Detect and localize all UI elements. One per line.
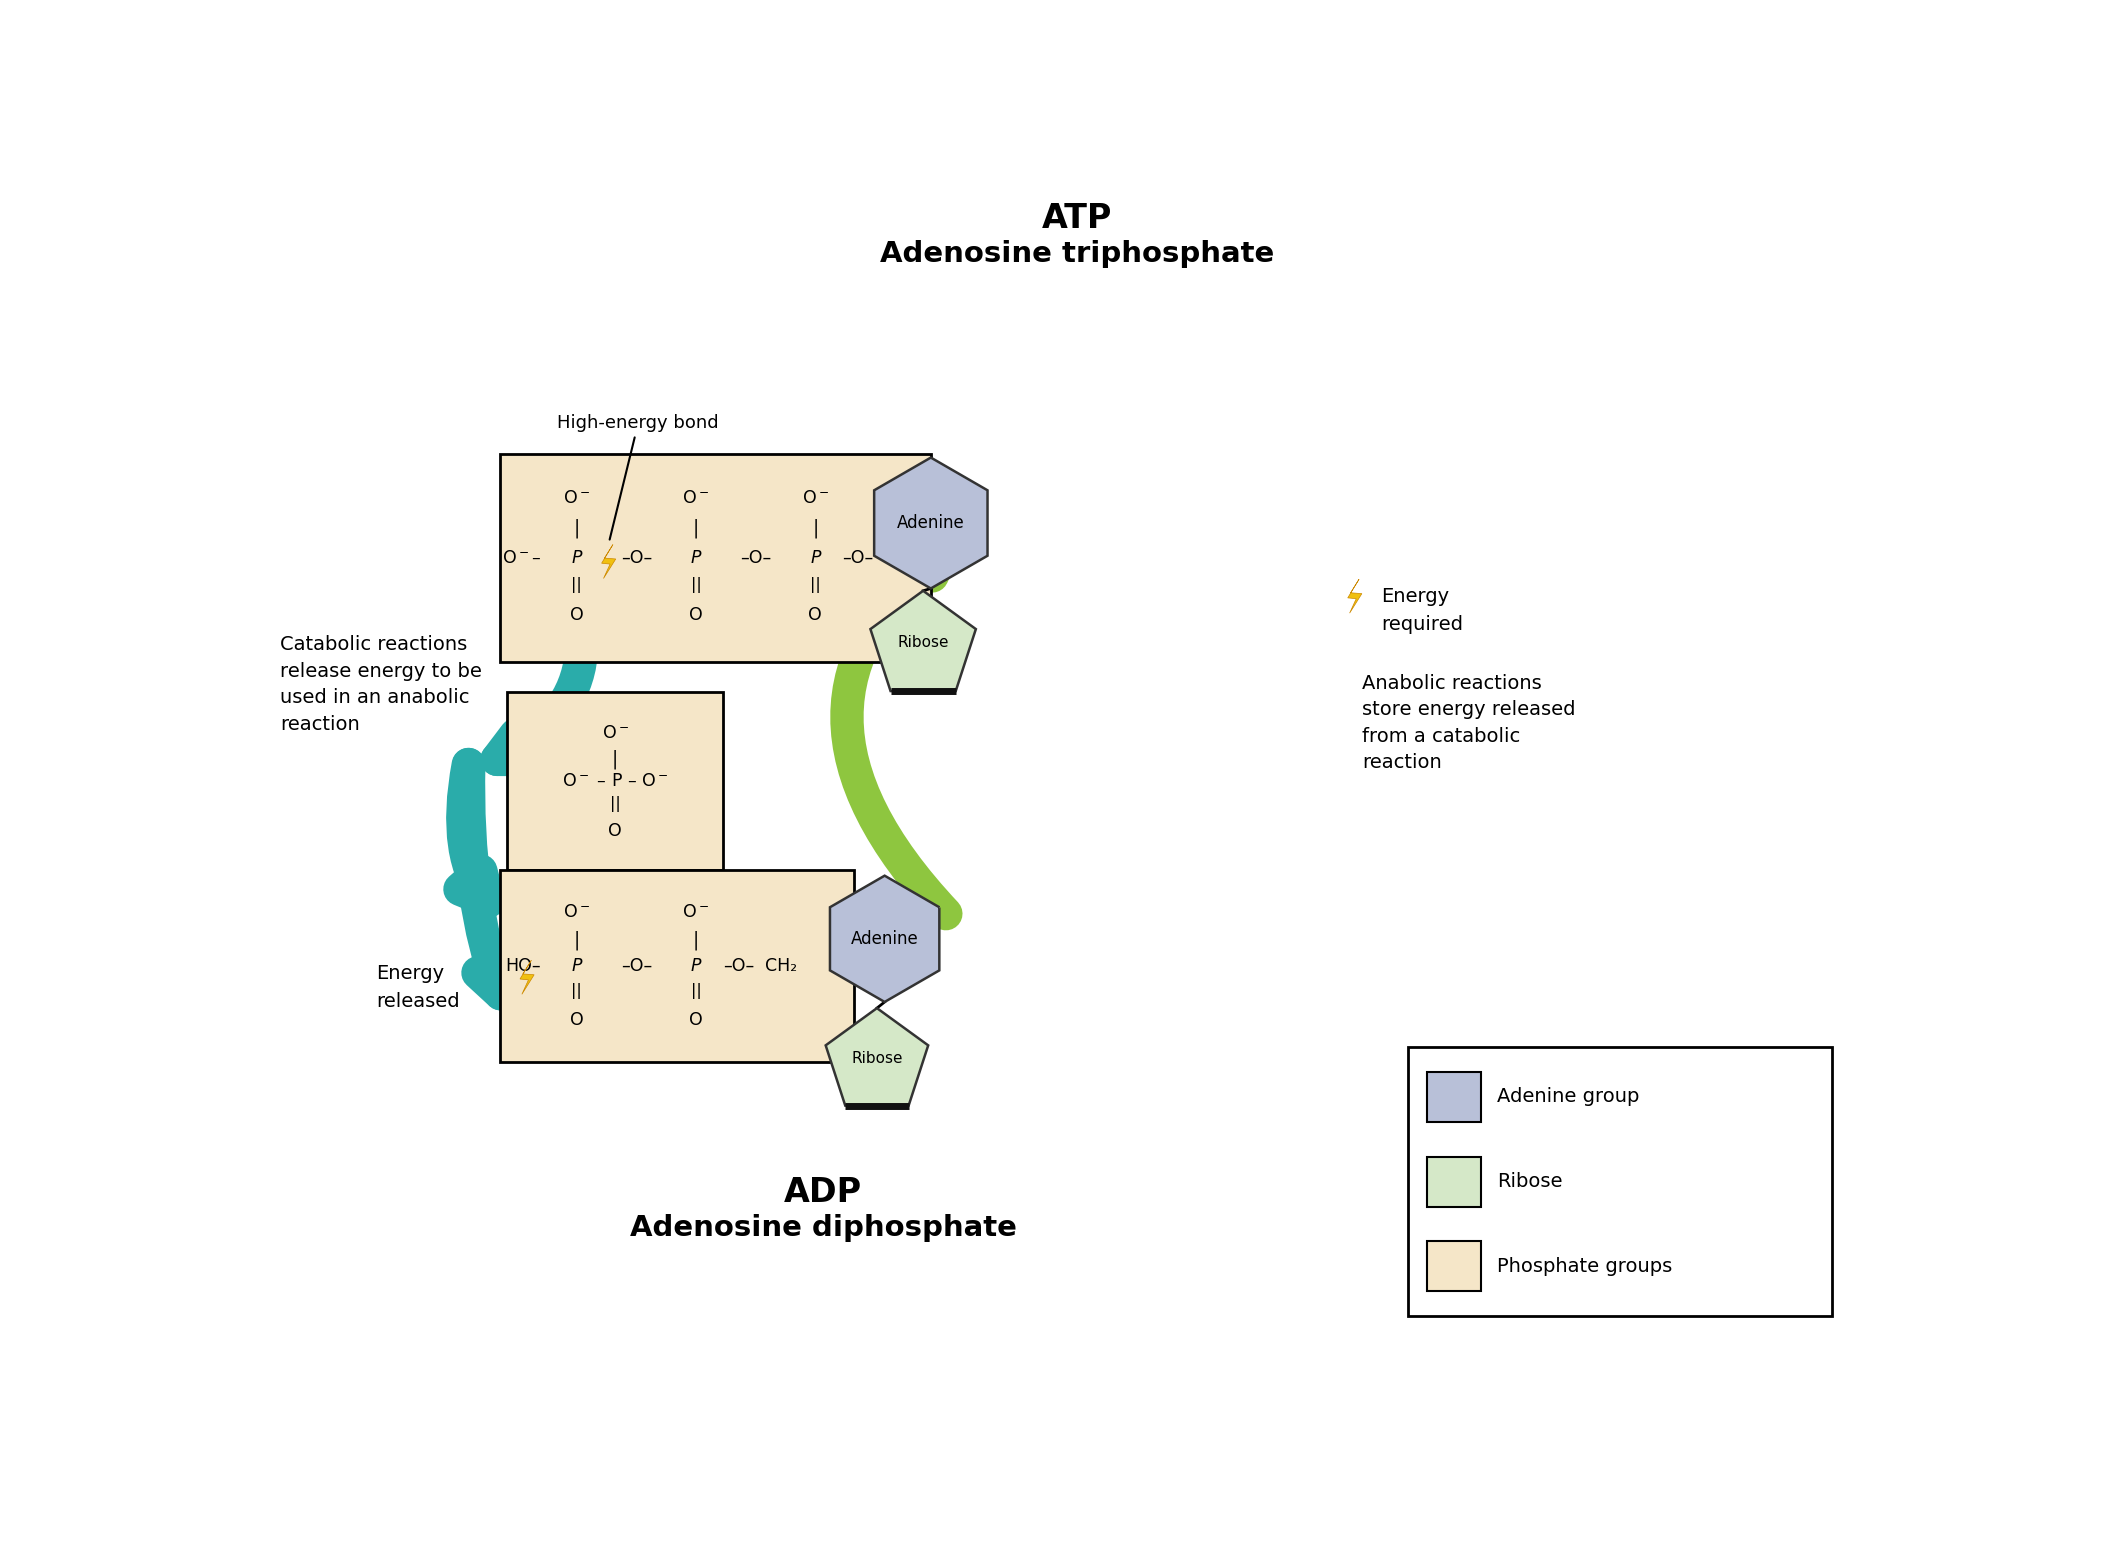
Text: CH₂: CH₂ bbox=[885, 548, 919, 567]
Text: P: P bbox=[809, 548, 820, 567]
FancyBboxPatch shape bbox=[1429, 1156, 1481, 1207]
FancyArrowPatch shape bbox=[468, 765, 504, 994]
Text: ||: || bbox=[571, 983, 582, 998]
Text: O: O bbox=[569, 607, 584, 624]
Text: Catabolic reactions
release energy to be
used in an anabolic
reaction: Catabolic reactions release energy to be… bbox=[280, 636, 483, 734]
Text: Energy: Energy bbox=[1382, 587, 1450, 605]
Text: P: P bbox=[571, 548, 582, 567]
FancyBboxPatch shape bbox=[1429, 1073, 1481, 1122]
Text: ||: || bbox=[571, 576, 582, 593]
Text: ADP: ADP bbox=[784, 1176, 862, 1209]
Text: Adenine: Adenine bbox=[898, 514, 965, 533]
Text: O: O bbox=[809, 607, 822, 624]
Polygon shape bbox=[874, 458, 988, 588]
Text: O$^-$ – P – O$^-$: O$^-$ – P – O$^-$ bbox=[563, 772, 668, 789]
Text: P: P bbox=[691, 548, 702, 567]
Text: Adenosine triphosphate: Adenosine triphosphate bbox=[881, 240, 1275, 268]
Text: –O–: –O– bbox=[622, 548, 651, 567]
Polygon shape bbox=[826, 1008, 929, 1105]
FancyBboxPatch shape bbox=[499, 870, 853, 1062]
Text: ||: || bbox=[809, 576, 822, 593]
Text: Ribose: Ribose bbox=[898, 635, 948, 650]
Text: O: O bbox=[569, 1011, 584, 1029]
Text: P: P bbox=[691, 957, 702, 975]
Text: |: | bbox=[611, 749, 617, 769]
Text: O$^-$: O$^-$ bbox=[803, 489, 828, 506]
Text: |: | bbox=[693, 519, 700, 539]
Text: O$^-$: O$^-$ bbox=[563, 902, 590, 921]
Polygon shape bbox=[520, 960, 533, 994]
Text: Ribose: Ribose bbox=[851, 1051, 902, 1065]
Text: |: | bbox=[811, 519, 818, 539]
Text: released: released bbox=[377, 992, 459, 1011]
Text: –O–: –O– bbox=[622, 957, 651, 975]
FancyArrowPatch shape bbox=[847, 548, 946, 913]
Text: Energy: Energy bbox=[377, 964, 445, 983]
Text: O: O bbox=[609, 822, 622, 841]
Text: Phosphate groups: Phosphate groups bbox=[1496, 1257, 1673, 1276]
Text: O: O bbox=[689, 1011, 704, 1029]
Text: |: | bbox=[573, 519, 579, 539]
Text: Adenine group: Adenine group bbox=[1496, 1087, 1639, 1107]
Text: O: O bbox=[689, 607, 704, 624]
FancyArrowPatch shape bbox=[459, 765, 489, 901]
Text: –O–: –O– bbox=[723, 957, 754, 975]
Text: |: | bbox=[573, 930, 579, 950]
FancyBboxPatch shape bbox=[1429, 1241, 1481, 1291]
FancyBboxPatch shape bbox=[508, 692, 723, 870]
Text: Anabolic reactions
store energy released
from a catabolic
reaction: Anabolic reactions store energy released… bbox=[1361, 673, 1576, 772]
Text: Adenosine diphosphate: Adenosine diphosphate bbox=[630, 1214, 1016, 1241]
Polygon shape bbox=[603, 545, 615, 579]
Text: ||: || bbox=[609, 796, 622, 813]
Polygon shape bbox=[870, 591, 976, 690]
Text: ||: || bbox=[691, 576, 702, 593]
FancyBboxPatch shape bbox=[1407, 1046, 1831, 1316]
Text: High-energy bond: High-energy bond bbox=[558, 413, 718, 540]
Text: CH₂: CH₂ bbox=[765, 957, 796, 975]
Text: O$^-$: O$^-$ bbox=[603, 724, 628, 741]
Text: O$^-$: O$^-$ bbox=[683, 489, 710, 506]
Text: O$^-$: O$^-$ bbox=[683, 902, 710, 921]
Polygon shape bbox=[1348, 579, 1361, 613]
Text: ||: || bbox=[691, 983, 702, 998]
Text: P: P bbox=[571, 957, 582, 975]
Text: HO–: HO– bbox=[506, 957, 541, 975]
Text: ATP: ATP bbox=[1043, 203, 1112, 235]
Text: Ribose: Ribose bbox=[1496, 1172, 1561, 1190]
Text: |: | bbox=[693, 930, 700, 950]
Text: O$^-$: O$^-$ bbox=[563, 489, 590, 506]
Text: O$^-$–: O$^-$– bbox=[501, 548, 541, 567]
FancyArrowPatch shape bbox=[497, 517, 582, 760]
Polygon shape bbox=[830, 876, 940, 1002]
Text: –O–: –O– bbox=[740, 548, 771, 567]
FancyBboxPatch shape bbox=[499, 454, 931, 661]
Text: –O–: –O– bbox=[843, 548, 872, 567]
Text: Adenine: Adenine bbox=[851, 930, 919, 947]
Text: required: required bbox=[1382, 615, 1462, 635]
